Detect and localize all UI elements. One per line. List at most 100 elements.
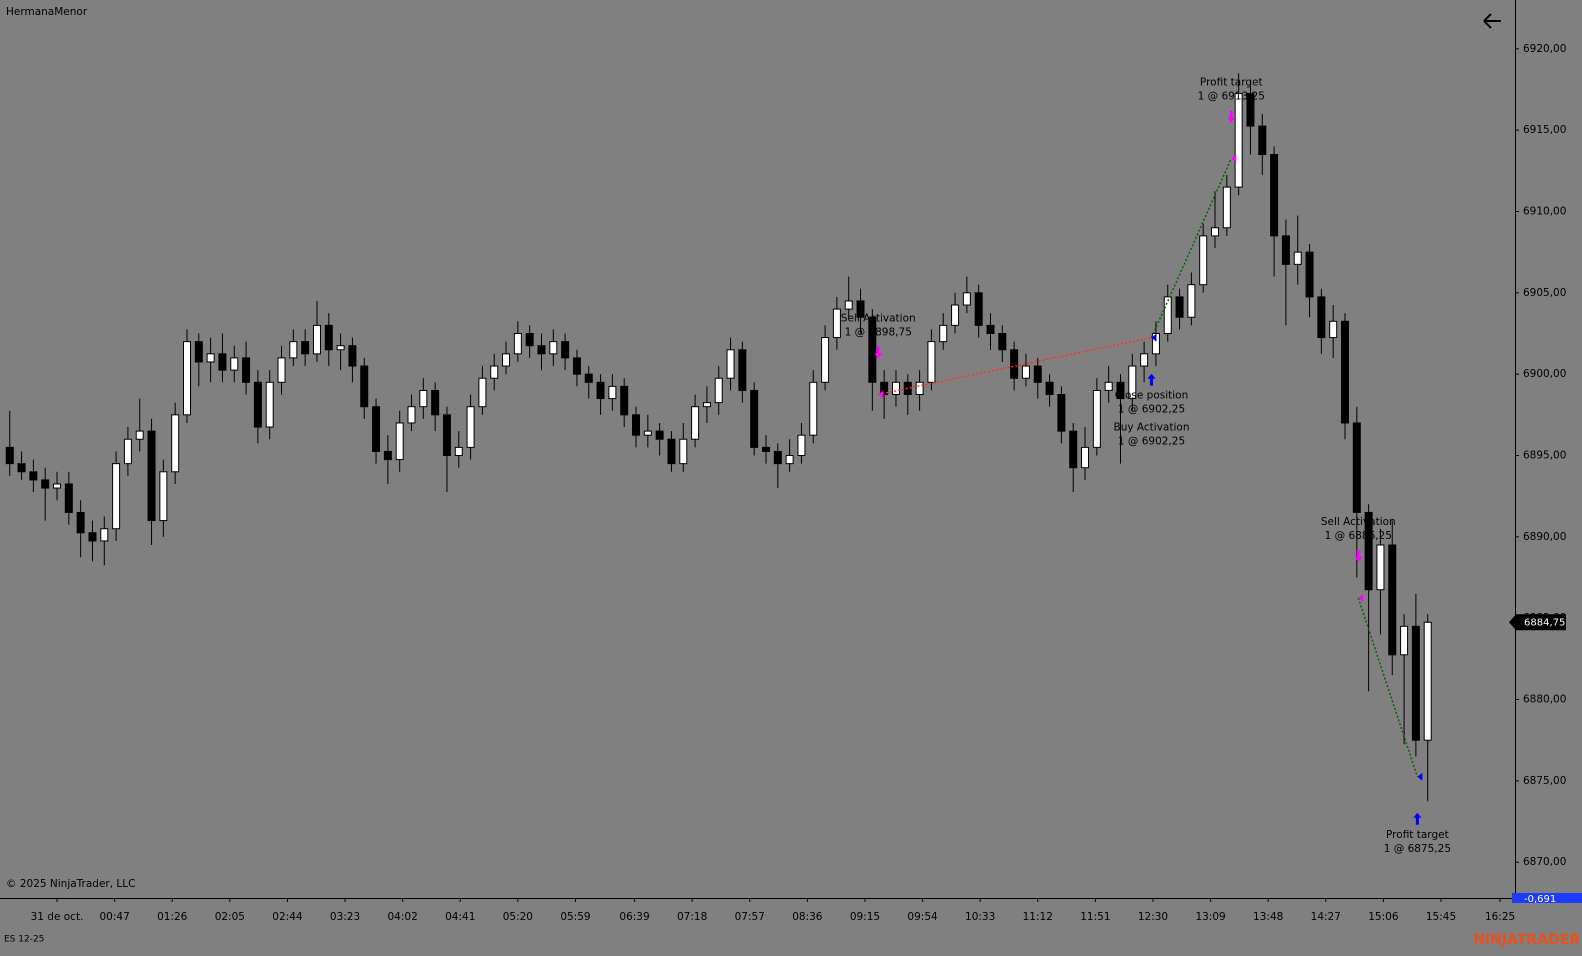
candle-body — [1081, 446, 1090, 469]
x-tick-label: 09:54 — [907, 911, 938, 923]
candle-body — [431, 389, 440, 416]
candle-body — [372, 406, 381, 452]
candle-body — [1340, 320, 1349, 424]
candle-body — [100, 528, 109, 542]
candle-body — [856, 300, 865, 318]
trade-line — [1150, 158, 1232, 338]
x-tick-label: 02:44 — [272, 911, 303, 923]
candle-body — [301, 341, 310, 355]
candle-body — [738, 349, 747, 391]
annotation-detail: 1 @ 6902,25 — [1118, 436, 1185, 448]
annotation-label: Profit target — [1386, 829, 1449, 841]
candle-body — [679, 438, 688, 465]
candle-body — [1045, 381, 1054, 396]
candle-body — [1187, 284, 1196, 318]
candle-body — [53, 483, 62, 489]
candle-body — [974, 292, 983, 326]
candle-body — [1317, 296, 1326, 339]
candle-body — [927, 341, 936, 383]
copyright: © 2025 NinjaTrader, LLC — [6, 878, 135, 890]
candle-body — [962, 292, 971, 306]
candle-body — [903, 381, 912, 396]
x-tick-label: 15:45 — [1426, 911, 1456, 923]
candle-body — [986, 324, 995, 334]
candle-body — [549, 341, 558, 355]
candle-body — [348, 345, 357, 367]
x-tick-label: 09:15 — [850, 911, 880, 923]
candle-body — [1057, 394, 1066, 432]
x-tick-label: 12:30 — [1138, 911, 1168, 923]
y-tick-label: 6915,00 — [1523, 124, 1566, 136]
x-tick-label: 03:23 — [330, 911, 360, 923]
annotation-detail: 1 @ 6913,25 — [1198, 91, 1265, 103]
candle-body — [572, 357, 581, 375]
candle-body — [1352, 422, 1361, 513]
x-tick-label: 00:47 — [99, 911, 129, 923]
candle-body — [41, 479, 50, 489]
x-tick-label: 05:20 — [503, 911, 533, 923]
x-tick-label: 13:09 — [1195, 911, 1225, 923]
candle-body — [821, 337, 830, 383]
candle-body — [1329, 320, 1338, 339]
execution-marker — [1231, 154, 1237, 163]
candle-body — [123, 438, 132, 465]
candle-body — [1211, 227, 1220, 237]
candle-body — [1140, 353, 1149, 367]
candle-body — [750, 389, 759, 448]
candle-body — [643, 430, 652, 436]
last-price-tag — [1509, 614, 1566, 631]
candle-body — [194, 341, 203, 363]
candle-body — [1128, 365, 1137, 400]
candle-body — [1116, 381, 1125, 400]
candle-body — [419, 389, 428, 408]
candle-body — [797, 434, 806, 457]
candle-body — [502, 353, 511, 367]
x-tick-label: 08:36 — [792, 911, 823, 923]
candle-body — [632, 414, 641, 436]
candle-body — [1258, 125, 1267, 156]
candle-body — [1222, 186, 1231, 229]
candle-body — [407, 406, 416, 424]
candle-body — [218, 353, 227, 371]
candle-body — [1104, 381, 1113, 391]
candle-body — [584, 373, 593, 383]
annotation-detail: 1 @ 6902,25 — [1118, 404, 1185, 416]
candle-body — [171, 414, 180, 473]
candle-body — [1199, 235, 1208, 286]
y-tick-label: 6900,00 — [1523, 368, 1566, 380]
x-tick-label: 13:48 — [1253, 911, 1283, 923]
annotation-detail: 1 @ 6875,25 — [1384, 843, 1451, 855]
candle-body — [1234, 93, 1243, 188]
execution-marker — [878, 390, 884, 399]
x-tick-label: 07:57 — [735, 911, 765, 923]
candle-body — [182, 341, 191, 416]
candle-body — [112, 463, 121, 530]
candle-body — [939, 324, 948, 343]
last-price-label: 6884,75 — [1524, 617, 1565, 628]
candle-body — [1376, 544, 1385, 591]
candle-body — [1163, 296, 1172, 334]
chart-title: HermanaMenor — [6, 6, 88, 18]
candle-body — [1305, 251, 1314, 298]
candle-body — [1281, 235, 1290, 265]
annotation-label: Profit target — [1200, 77, 1263, 89]
back-arrow[interactable] — [1483, 13, 1501, 29]
x-tick-label: 31 de oct. — [31, 911, 84, 923]
execution-arrow — [1354, 549, 1363, 562]
candle-body — [1293, 251, 1302, 265]
candle-body — [880, 381, 889, 396]
execution-marker — [1151, 333, 1157, 342]
candle-body — [277, 357, 286, 383]
x-tick-label: 04:02 — [388, 911, 418, 923]
back-button[interactable] — [1483, 13, 1501, 29]
candle-body — [1270, 154, 1279, 237]
candle-body — [289, 341, 298, 359]
candle-body — [1423, 621, 1432, 741]
candle-body — [1069, 430, 1078, 469]
candle-body — [1411, 625, 1420, 741]
y-tick-label: 6905,00 — [1523, 287, 1566, 299]
candle-body — [265, 381, 274, 428]
candle-body — [868, 316, 877, 383]
